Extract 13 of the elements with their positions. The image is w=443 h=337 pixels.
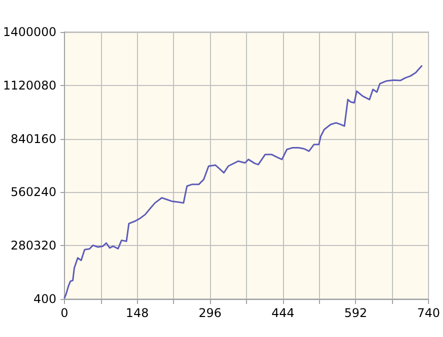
y-tick-label: 280320 — [10, 238, 56, 253]
x-tick-label: 592 — [344, 306, 368, 320]
line-series — [64, 65, 422, 299]
x-tick-label: 444 — [271, 306, 294, 320]
x-tick-label: 148 — [126, 306, 149, 320]
x-tick-label: 296 — [198, 306, 222, 320]
y-tick-label: 560240 — [10, 185, 56, 200]
x-tick-label: 0 — [60, 306, 68, 320]
y-tick-label: 1120080 — [2, 78, 56, 92]
y-tick-label: 1400000 — [2, 25, 56, 39]
y-tick-label: 400 — [34, 292, 56, 306]
y-tick-label: 840160 — [10, 132, 56, 146]
x-tick-label: 740 — [417, 306, 440, 320]
